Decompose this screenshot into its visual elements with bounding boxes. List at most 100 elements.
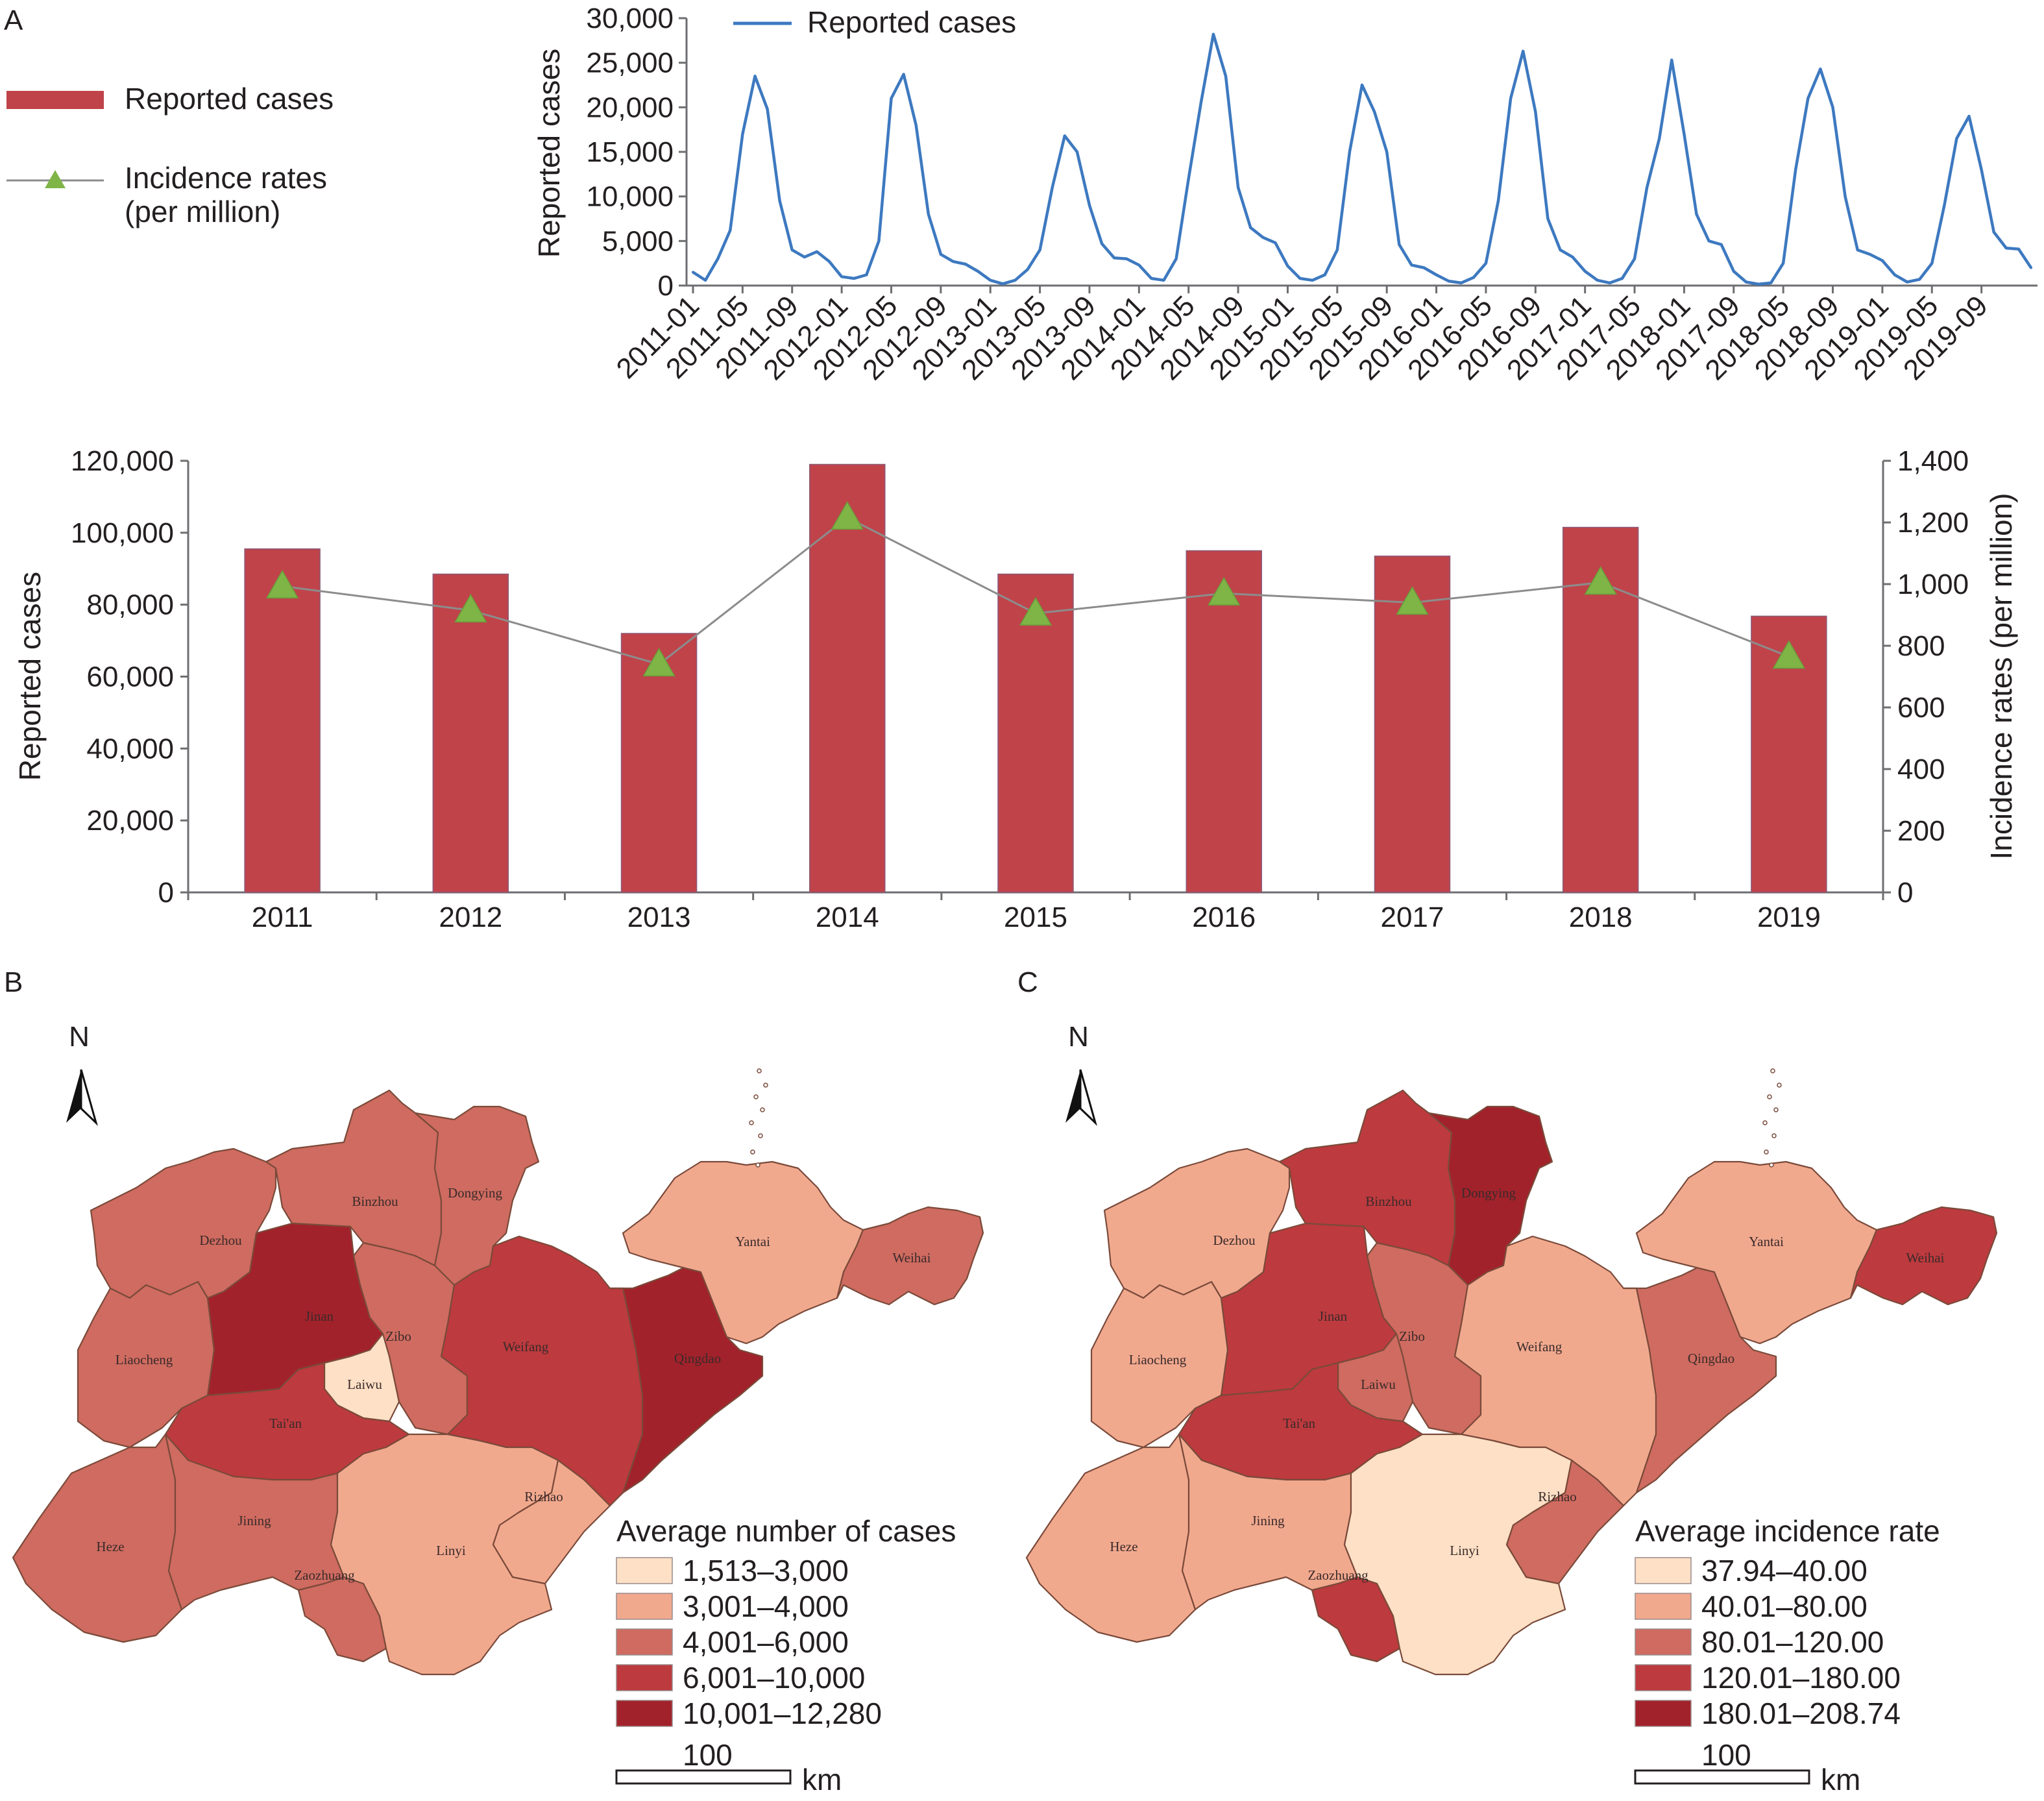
monthly-data-point: [1608, 281, 1611, 284]
monthly-data-point: [989, 278, 992, 282]
map-c-region-label: Laiwu: [1361, 1377, 1396, 1392]
map-b-region-label: Weihai: [893, 1250, 931, 1266]
monthly-data-point: [1088, 204, 1091, 207]
monthly-data-point: [1509, 97, 1513, 100]
map-b-region-weihai: [836, 1206, 984, 1306]
monthly-data-point: [1051, 186, 1054, 189]
monthly-data-point: [951, 260, 955, 263]
monthly-data-point: [729, 228, 732, 232]
monthly-data-point: [778, 199, 781, 202]
map-b-island: [758, 1133, 763, 1138]
map-c-island: [1771, 1133, 1777, 1138]
monthly-data-point: [1398, 243, 1401, 246]
monthly-data-point: [1199, 101, 1202, 104]
map-c-legend-swatch: [1635, 1628, 1692, 1656]
map-b-region-label: Dezhou: [199, 1232, 242, 1248]
monthly-data-point: [1335, 249, 1339, 252]
monthly-data-point: [939, 252, 942, 256]
monthly-data-point: [1063, 134, 1066, 138]
map-c-region-label: Jinan: [1319, 1308, 1348, 1324]
monthly-data-point: [1001, 282, 1004, 286]
north-arrow-icon-b-outline: [80, 1069, 98, 1126]
monthly-data-point: [1447, 280, 1450, 283]
monthly-data-point: [1298, 277, 1302, 280]
monthly-data-point: [1967, 115, 1971, 118]
north-arrow-icon-c-outline: [1079, 1069, 1097, 1126]
monthly-data-point: [865, 273, 868, 276]
monthly-data-point: [1992, 230, 1995, 234]
map-b-region-label: Liaocheng: [116, 1352, 173, 1367]
monthly-data-point: [977, 270, 980, 273]
monthly-data-point: [914, 123, 918, 127]
annual-bar-2015: [997, 573, 1074, 893]
monthly-data-point: [1880, 259, 1884, 262]
monthly-data-point: [1583, 270, 1587, 273]
map-c-region-label: Liaocheng: [1129, 1352, 1187, 1367]
incidence-marker-2017: [1396, 585, 1429, 615]
incidence-marker-2014: [831, 500, 864, 530]
monthly-data-point: [1026, 268, 1029, 271]
monthly-data-point: [1918, 278, 1921, 281]
incidence-marker-2011: [265, 569, 299, 599]
map-c-legend-swatch: [1635, 1593, 1692, 1620]
monthly-data-point: [1138, 263, 1141, 267]
monthly-data-point: [890, 97, 893, 100]
monthly-data-point: [1373, 110, 1376, 114]
annual-x-tick-label: 2017: [1380, 901, 1444, 933]
monthly-data-point: [1695, 213, 1698, 216]
map-b-region-label: Binzhou: [352, 1194, 398, 1209]
monthly-data-point: [766, 108, 769, 111]
map-c-island: [1773, 1107, 1779, 1112]
map-b-legend-title: Average number of cases: [616, 1514, 956, 1548]
monthly-data-point: [1113, 256, 1116, 260]
annual-left-tick-label: 20,000: [86, 805, 174, 837]
monthly-data-point: [1546, 217, 1550, 220]
monthly-data-point: [2004, 247, 2008, 250]
monthly-data-point: [1720, 243, 1723, 246]
incidence-marker-2013: [642, 647, 675, 677]
panel-label-b: B: [4, 966, 23, 998]
annual-right-tick-label: 800: [1897, 630, 1945, 662]
monthly-data-point: [741, 132, 744, 136]
monthly-data-point: [1893, 273, 1896, 276]
map-c-legend-label: 37.94–40.00: [1701, 1554, 1868, 1587]
map-c-region-label: Weihai: [1906, 1250, 1945, 1266]
monthly-y-tick-label: 15,000: [586, 136, 674, 168]
monthly-data-point: [1906, 280, 1909, 284]
monthly-y-tick-label: 0: [658, 270, 674, 302]
monthly-data-point: [1732, 270, 1735, 273]
monthly-data-point: [1174, 257, 1178, 260]
monthly-data-point: [1770, 281, 1773, 284]
monthly-data-point: [1658, 137, 1661, 140]
annual-right-tick-label: 1,200: [1897, 507, 1969, 539]
monthly-data-point: [815, 250, 818, 253]
monthly-y-tick-label: 25,000: [586, 47, 674, 79]
map-b-legend-swatch: [616, 1628, 673, 1656]
incidence-marker-2012: [454, 593, 487, 623]
scale-bar-c-value: 100: [1701, 1738, 1751, 1772]
monthly-data-point: [790, 249, 794, 252]
monthly-y-tick-label: 10,000: [586, 181, 674, 213]
monthly-data-point: [1559, 249, 1562, 252]
monthly-data-point: [964, 263, 967, 266]
monthly-data-point: [1856, 249, 1859, 252]
annual-right-tick-label: 400: [1897, 753, 1945, 785]
map-b-island: [760, 1107, 765, 1112]
map-b-region-label: Yantai: [735, 1234, 770, 1249]
monthly-data-point: [877, 239, 881, 243]
annual-y-axis-label-right: Incidence rates (per million): [1984, 493, 2018, 859]
map-b-legend-swatch: [616, 1593, 673, 1620]
annual-left-tick-label: 60,000: [86, 661, 174, 693]
monthly-line-chart: Reported cases Reported cases 0 5,000 10,0…: [532, 3, 2038, 386]
monthly-data-point: [1744, 280, 1747, 284]
monthly-data-point: [1807, 97, 1810, 100]
map-b-region-label: Jinan: [305, 1308, 334, 1324]
map-b-region-label: Zibo: [385, 1329, 411, 1344]
map-c-region-rizhao: [1505, 1459, 1625, 1585]
monthly-data-point: [1286, 264, 1289, 267]
annual-left-tick-label: 80,000: [86, 589, 174, 621]
monthly-data-point: [1323, 273, 1326, 276]
map-c-region-label: Rizhao: [1538, 1489, 1576, 1504]
